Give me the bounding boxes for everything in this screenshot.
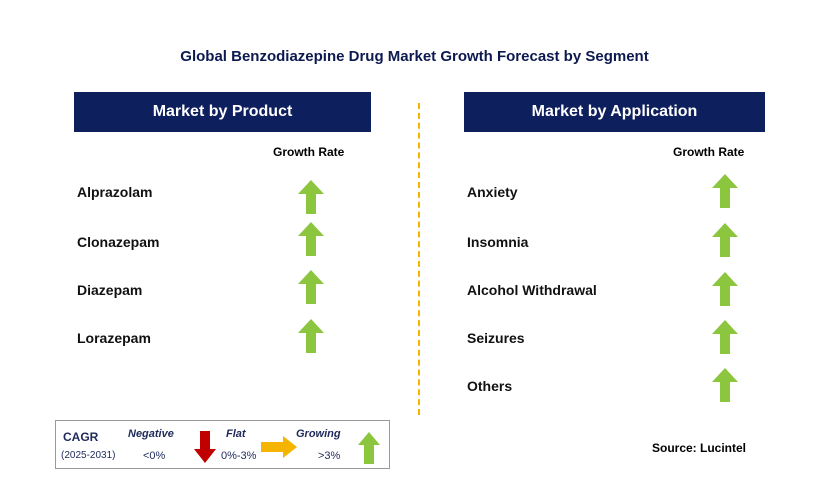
growing-arrow-icon xyxy=(358,432,380,464)
legend-flat-range: 0%-3% xyxy=(221,450,257,462)
application-item-label: Seizures xyxy=(467,330,525,346)
legend-flat-label: Flat xyxy=(226,428,246,440)
growing-arrow-icon xyxy=(298,270,324,304)
growing-arrow-icon xyxy=(298,180,324,214)
product-item-label: Alprazolam xyxy=(77,184,153,200)
product-item-label: Diazepam xyxy=(77,282,143,298)
application-item-label: Anxiety xyxy=(467,184,518,200)
flat-arrow-icon xyxy=(261,436,297,458)
growing-arrow-icon xyxy=(712,368,738,402)
growing-arrow-icon xyxy=(712,174,738,208)
cagr-legend: CAGR (2025-2031) Negative <0% Flat 0%-3%… xyxy=(55,420,390,469)
page-title: Global Benzodiazepine Drug Market Growth… xyxy=(180,48,649,65)
legend-cagr-label: CAGR xyxy=(63,430,99,444)
product-item-label: Lorazepam xyxy=(77,330,151,346)
product-item-label: Clonazepam xyxy=(77,234,160,250)
panel-divider xyxy=(418,103,420,415)
application-item-label: Alcohol Withdrawal xyxy=(467,282,597,298)
legend-period-label: (2025-2031) xyxy=(61,450,116,461)
application-panel-header: Market by Application xyxy=(464,92,765,132)
growing-arrow-icon xyxy=(712,272,738,306)
application-growth-rate-label: Growth Rate xyxy=(673,145,745,159)
growing-arrow-icon xyxy=(298,319,324,353)
source-label: Source: Lucintel xyxy=(652,441,747,455)
growing-arrow-icon xyxy=(298,222,324,256)
negative-arrow-icon xyxy=(194,431,216,463)
product-growth-rate-label: Growth Rate xyxy=(273,145,345,159)
growing-arrow-icon xyxy=(712,320,738,354)
legend-negative-range: <0% xyxy=(143,450,166,462)
application-item-label: Insomnia xyxy=(467,234,529,250)
product-panel-header: Market by Product xyxy=(74,92,371,132)
legend-growing-label: Growing xyxy=(296,428,341,440)
growing-arrow-icon xyxy=(712,223,738,257)
application-item-label: Others xyxy=(467,378,513,394)
legend-growing-range: >3% xyxy=(318,450,341,462)
legend-negative-label: Negative xyxy=(128,428,174,440)
